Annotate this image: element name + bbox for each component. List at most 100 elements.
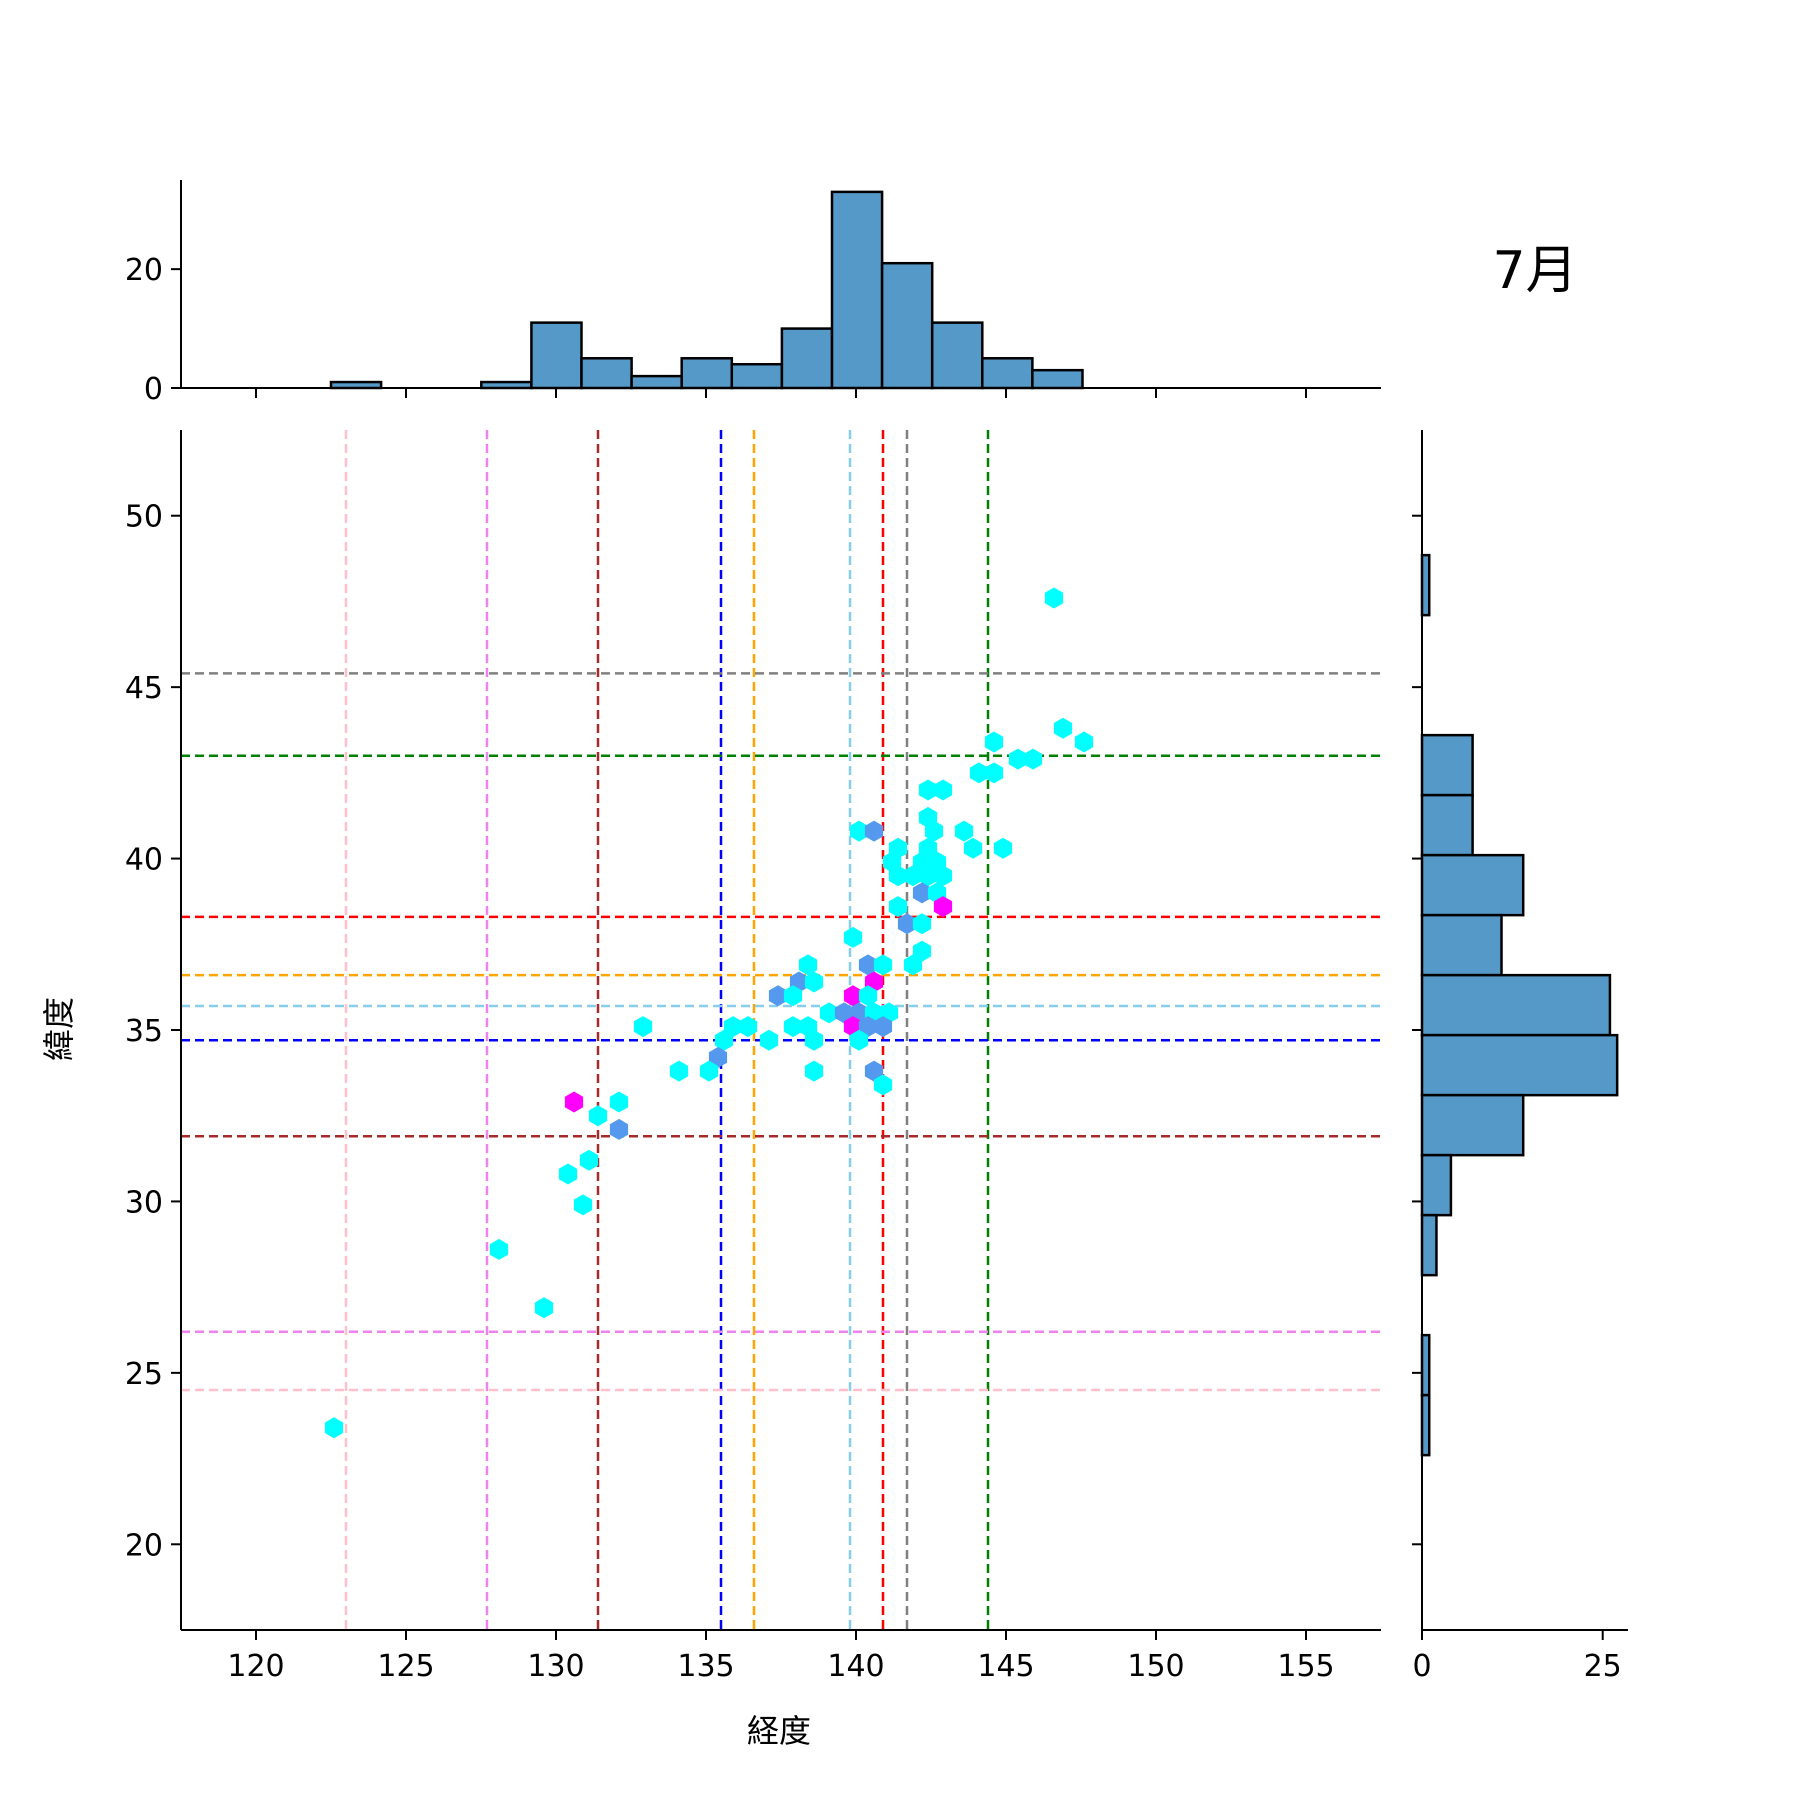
hexbin-point — [324, 1417, 344, 1439]
hexbin-point — [849, 1029, 869, 1051]
x-tick-label: 140 — [827, 1649, 884, 1684]
hexbin-point — [864, 1060, 884, 1082]
hexbin-point — [579, 1149, 599, 1171]
hexbin-point — [798, 954, 818, 976]
x-hist-bar — [880, 261, 934, 390]
axes: 120 125 130 135 140 145 150 155 20 25 30 35 40 45 50 — [125, 430, 1381, 1684]
y-hist-bar — [1420, 1393, 1431, 1457]
hexbin-points — [324, 587, 1094, 1439]
x-tick-label: 155 — [1277, 1649, 1334, 1684]
hexbin-point — [864, 820, 884, 842]
y-hist-bar — [1420, 1033, 1619, 1097]
x-hist-bar — [730, 362, 784, 390]
hexbin-point — [783, 1016, 803, 1038]
hexbin-point — [1008, 748, 1028, 770]
x-hist-bar — [1031, 368, 1084, 390]
hexbin-point — [783, 985, 803, 1007]
hexbin-point — [933, 896, 953, 918]
hexbin-point — [564, 1091, 584, 1113]
x-tick-label: 145 — [977, 1649, 1034, 1684]
x-tick-label: 135 — [677, 1649, 734, 1684]
right-marginal-histogram: 0 25 — [1412, 430, 1628, 1684]
hexbin-point — [963, 837, 983, 859]
hexbin-point — [858, 1016, 878, 1038]
x-tick-label: 125 — [377, 1649, 434, 1684]
hexbin-point — [888, 896, 908, 918]
hexbin-point — [609, 1118, 629, 1140]
y-hist-bar — [1420, 853, 1525, 917]
hexbin-point — [843, 926, 863, 948]
x-hist-bar — [780, 327, 834, 390]
x-hist-bar — [630, 374, 683, 390]
hexbin-point — [954, 820, 974, 842]
y-tick-label: 35 — [125, 1014, 163, 1049]
hexbin-point — [924, 820, 944, 842]
hexbin-point — [738, 1016, 758, 1038]
hexbin-point — [588, 1105, 608, 1127]
hexbin-point — [969, 762, 989, 784]
x-hist-bar — [530, 321, 583, 390]
y-hist-bar — [1420, 1333, 1431, 1397]
x-tick-label: 130 — [527, 1649, 584, 1684]
y-tick-label: 45 — [125, 671, 163, 706]
hexbin-point — [984, 762, 1004, 784]
hexbin-point — [708, 1046, 728, 1068]
y-tick-label: 50 — [125, 500, 163, 535]
hexbin-point — [858, 954, 878, 976]
hexbin-point — [984, 731, 1004, 753]
y-hist-bar — [1420, 793, 1474, 857]
hexbin-point — [609, 1091, 629, 1113]
y-hist-bar — [1420, 913, 1503, 977]
x-hist-bar — [981, 357, 1034, 390]
hexbin-point — [723, 1016, 743, 1038]
hexbin-point — [1023, 748, 1043, 770]
hexbin-point — [912, 940, 932, 962]
hexbin-point — [933, 865, 953, 887]
hexbin-point — [1044, 587, 1064, 609]
top-marginal-histogram: 0 20 — [125, 180, 1381, 407]
hexbin-point — [873, 1016, 893, 1038]
hexbin-point — [873, 954, 893, 976]
hexbin-point — [918, 865, 938, 887]
hexbin-point — [858, 985, 878, 1007]
y-axis-label: 緯度 — [40, 997, 78, 1061]
y-hist-bar — [1420, 553, 1431, 617]
y-hist-bar — [1420, 1153, 1453, 1217]
x-hist-bar — [680, 357, 734, 390]
right-hist-x-tick-label: 25 — [1584, 1649, 1622, 1684]
y-hist-bar — [1420, 1213, 1438, 1277]
x-hist-bar — [580, 357, 633, 390]
y-hist-bar — [1420, 1093, 1525, 1157]
hexbin-point — [897, 913, 917, 935]
hexbin-point — [633, 1016, 653, 1038]
hexbin-point — [873, 1074, 893, 1096]
hexbin-point — [912, 913, 932, 935]
hexbin-point — [714, 1029, 734, 1051]
y-tick-label: 25 — [125, 1357, 163, 1392]
hexbin-point — [489, 1238, 509, 1260]
hexbin-point — [804, 1029, 824, 1051]
top-hist-y-tick-label: 0 — [144, 372, 163, 407]
hexbin-point — [759, 1029, 779, 1051]
hexbin-point — [768, 985, 788, 1007]
hexbin-point — [912, 882, 932, 904]
hexbin-point — [804, 1060, 824, 1082]
x-tick-label: 120 — [227, 1649, 284, 1684]
hexbin-point — [903, 865, 923, 887]
hexbin-point — [804, 971, 824, 993]
x-axis-label: 経度 — [747, 1712, 811, 1750]
hexbin-point — [993, 837, 1013, 859]
hexbin-point — [558, 1163, 578, 1185]
x-tick-label: 150 — [1127, 1649, 1184, 1684]
hexbin-point — [573, 1194, 593, 1216]
hexbin-point — [903, 954, 923, 976]
hexbin-point — [669, 1060, 689, 1082]
hexbin-point — [888, 865, 908, 887]
hexbin-point — [534, 1297, 554, 1319]
x-hist-bar — [830, 190, 884, 390]
y-tick-label: 40 — [125, 843, 163, 878]
hexbin-point — [918, 779, 938, 801]
hexbin-point — [1074, 731, 1094, 753]
hexbin-point — [1053, 717, 1073, 739]
hexbin-point — [849, 820, 869, 842]
